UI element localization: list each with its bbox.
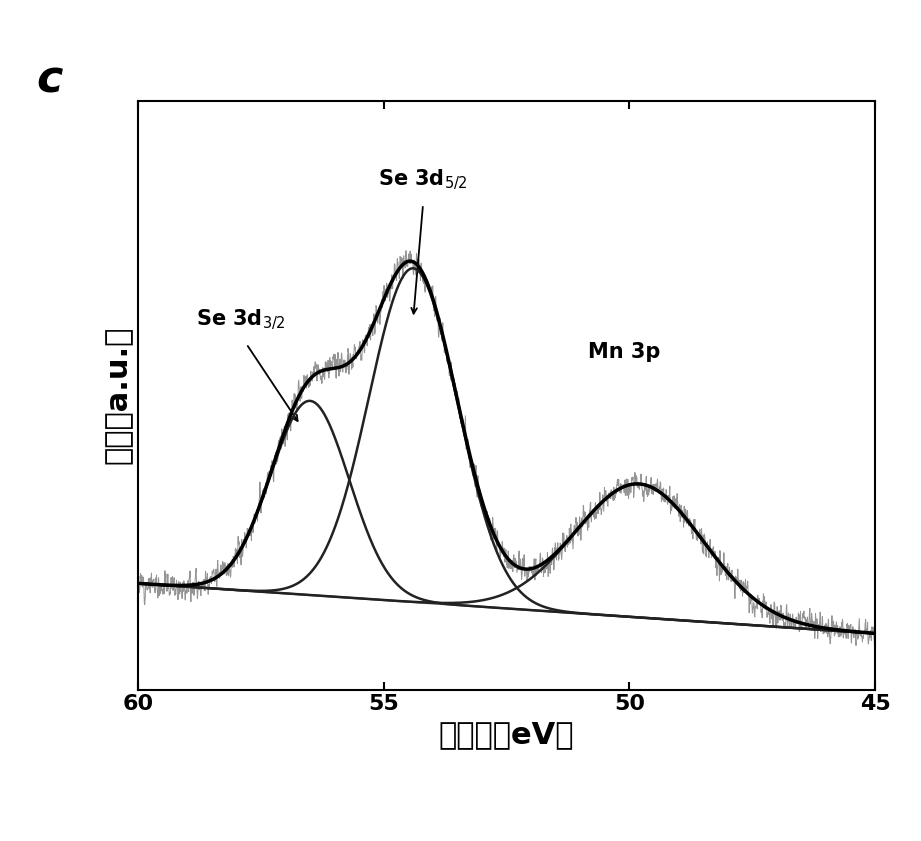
Y-axis label: 强度（a.u.）: 强度（a.u.）	[103, 326, 133, 464]
Text: Mn 3p: Mn 3p	[589, 342, 660, 362]
Text: Se 3d$_{3/2}$: Se 3d$_{3/2}$	[196, 307, 286, 331]
X-axis label: 结合能（eV）: 结合能（eV）	[438, 720, 575, 749]
Text: c: c	[37, 59, 64, 102]
Text: Se 3d$_{5/2}$: Se 3d$_{5/2}$	[379, 167, 468, 192]
